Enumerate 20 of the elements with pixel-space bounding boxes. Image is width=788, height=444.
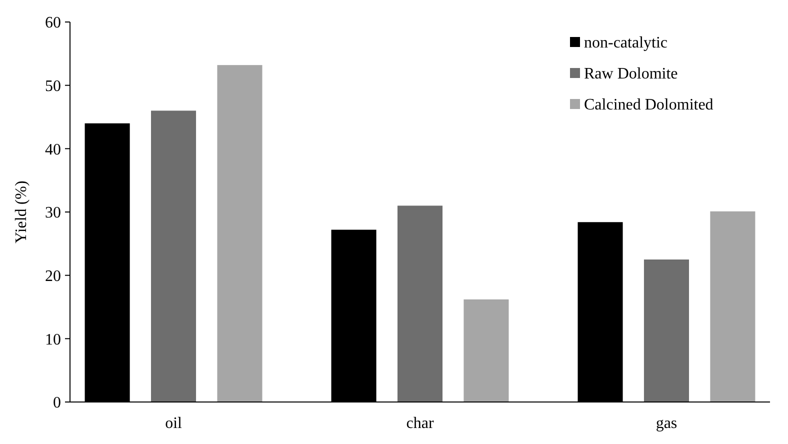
x-tick-label: oil [165, 415, 183, 432]
bar [644, 260, 689, 402]
y-tick-label: 60 [45, 14, 61, 32]
legend-label: Calcined Dolomited [584, 96, 714, 114]
bar [397, 206, 443, 402]
y-tick-label: 40 [45, 141, 61, 158]
y-tick-label: 20 [45, 268, 61, 285]
y-tick-label: 30 [45, 204, 61, 222]
bar [151, 110, 196, 402]
y-tick-label: 50 [45, 78, 61, 95]
legend-label: non-catalytic [584, 34, 668, 52]
bar [710, 211, 756, 402]
bar [464, 299, 509, 402]
y-tick-label: 0 [53, 394, 61, 412]
x-tick-label: gas [656, 415, 678, 432]
y-tick-label: 10 [45, 331, 61, 348]
legend-label: Raw Dolomite [584, 66, 678, 83]
bar [217, 65, 262, 402]
x-tick-label: char [406, 415, 434, 432]
y-axis-title: Yield (%) [13, 180, 30, 244]
